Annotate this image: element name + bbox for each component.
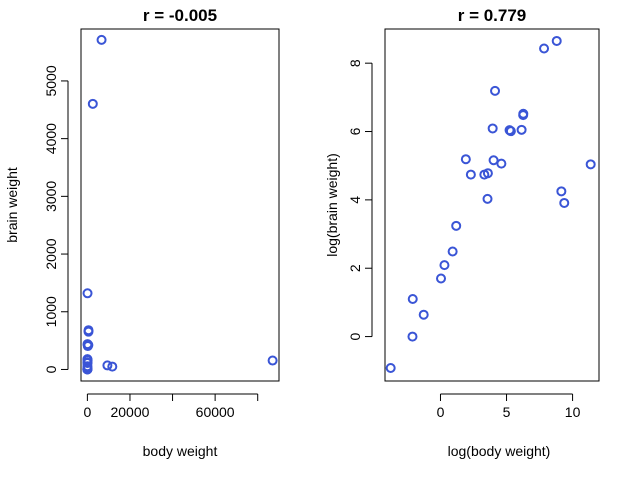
data-point bbox=[551, 35, 562, 46]
x-tick-label: 5 bbox=[503, 404, 511, 420]
data-point bbox=[460, 154, 471, 165]
data-point bbox=[82, 288, 93, 299]
chart-title: r = 0.779 bbox=[458, 6, 527, 25]
y-tick-label: 3000 bbox=[43, 181, 59, 212]
x-axis-ticks: 0 5 10 bbox=[437, 393, 581, 420]
plot-frame bbox=[384, 28, 600, 382]
data-points bbox=[82, 34, 278, 375]
data-point bbox=[482, 193, 493, 204]
x-axis-label: log(body weight) bbox=[448, 443, 551, 459]
y-tick-label: 2000 bbox=[43, 238, 59, 269]
data-point bbox=[559, 197, 570, 208]
data-point bbox=[487, 123, 498, 134]
data-point bbox=[451, 220, 462, 231]
x-tick-label: 0 bbox=[437, 404, 445, 420]
data-point bbox=[496, 158, 507, 169]
data-point bbox=[407, 293, 418, 304]
y-tick-label: 0 bbox=[347, 332, 363, 340]
data-point bbox=[539, 43, 550, 54]
data-point bbox=[407, 331, 418, 342]
data-point bbox=[418, 309, 429, 320]
y-axis-label: brain weight bbox=[4, 167, 20, 243]
data-point bbox=[439, 260, 450, 271]
data-point bbox=[107, 361, 118, 372]
chart-title: r = -0.005 bbox=[143, 6, 217, 25]
y-tick-label: 4 bbox=[347, 196, 363, 204]
data-points bbox=[385, 35, 596, 374]
y-tick-label: 1000 bbox=[43, 296, 59, 327]
plot-panel-body-vs-brain: r = -0.005 body weight brain weight 0 200… bbox=[4, 6, 280, 459]
data-point bbox=[96, 34, 107, 45]
data-point bbox=[585, 159, 596, 170]
y-tick-label: 4000 bbox=[43, 123, 59, 154]
y-tick-label: 2 bbox=[347, 264, 363, 272]
data-point bbox=[87, 98, 98, 109]
x-tick-label: 0 bbox=[83, 404, 91, 420]
x-axis-ticks: 0 20000 60000 bbox=[83, 393, 259, 420]
data-point bbox=[518, 108, 529, 119]
data-point bbox=[505, 126, 516, 137]
data-point bbox=[490, 85, 501, 96]
data-point bbox=[556, 186, 567, 197]
y-axis-ticks: 0 1000 2000 3000 4000 5000 bbox=[43, 65, 69, 373]
data-point bbox=[479, 169, 490, 180]
y-tick-label: 5000 bbox=[43, 65, 59, 96]
x-tick-label: 20000 bbox=[110, 404, 149, 420]
x-tick-label: 60000 bbox=[196, 404, 235, 420]
data-point bbox=[385, 363, 396, 374]
plot-frame bbox=[80, 28, 280, 382]
y-axis-label: log(brain weight) bbox=[324, 153, 340, 257]
data-point bbox=[102, 360, 113, 371]
data-point bbox=[82, 364, 93, 375]
x-axis-label: body weight bbox=[143, 443, 218, 459]
data-point bbox=[447, 246, 458, 257]
y-axis-ticks: 0 2 4 6 8 bbox=[347, 59, 373, 340]
data-point bbox=[82, 339, 93, 350]
data-point bbox=[267, 355, 278, 366]
x-tick-label: 10 bbox=[565, 404, 581, 420]
y-tick-label: 6 bbox=[347, 127, 363, 135]
data-point bbox=[516, 124, 527, 135]
y-tick-label: 8 bbox=[347, 59, 363, 67]
data-point bbox=[465, 169, 476, 180]
y-tick-label: 0 bbox=[43, 365, 59, 373]
data-point bbox=[488, 155, 499, 166]
plot-panel-log-body-vs-log-brain: r = 0.779 log(body weight) log(brain wei… bbox=[324, 6, 600, 459]
data-point bbox=[436, 273, 447, 284]
data-point bbox=[83, 325, 94, 336]
